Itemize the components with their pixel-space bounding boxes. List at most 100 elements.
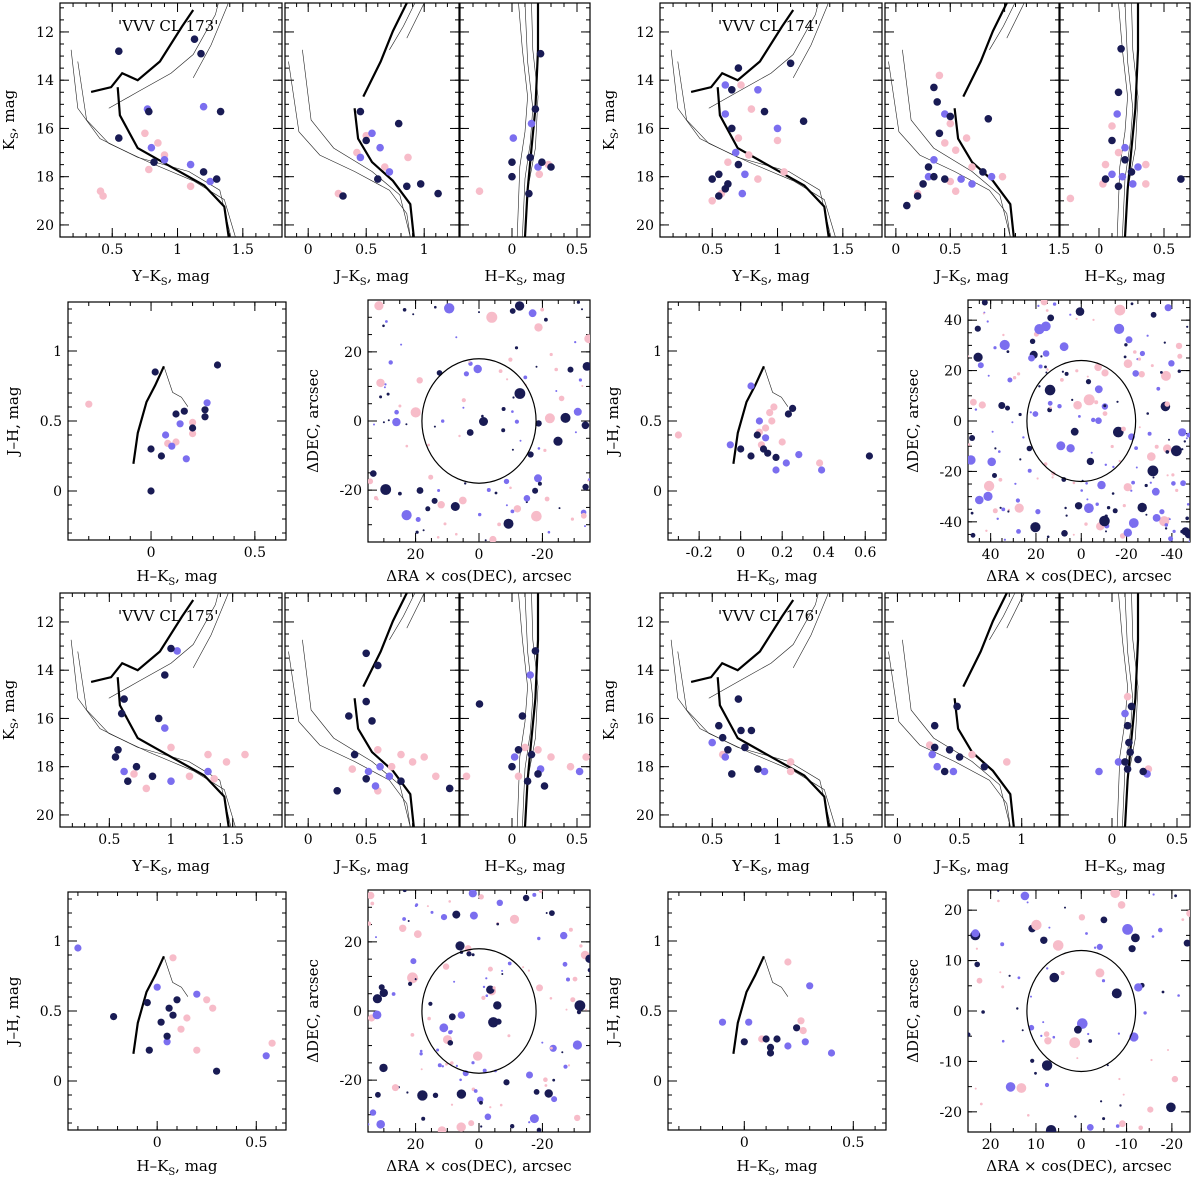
ccd-point-high <box>865 452 874 460</box>
sky-star <box>1171 473 1175 477</box>
sky-star <box>1159 509 1165 515</box>
sky-star <box>576 300 581 304</box>
sky-star <box>549 1044 557 1052</box>
sky-star <box>578 378 583 382</box>
sky-star <box>1047 314 1055 322</box>
isochrone-thin <box>888 61 1011 237</box>
star-point-high <box>715 170 723 179</box>
isochrone-thin <box>288 651 411 827</box>
sky-star <box>1026 445 1033 452</box>
y-tick-label: 18 <box>36 170 54 186</box>
star-point-mid <box>204 767 212 776</box>
star-point-mid <box>738 189 747 198</box>
star-point-low <box>724 158 732 166</box>
ccd-point-mid <box>262 1052 270 1060</box>
sky-star <box>992 473 997 478</box>
sky-star <box>1088 1039 1093 1043</box>
sky-star <box>975 947 979 950</box>
sky-star <box>1147 1106 1154 1113</box>
sky-star <box>1164 304 1172 312</box>
star-point-high <box>718 733 727 742</box>
star-point-high <box>374 661 382 670</box>
star-point-high <box>115 134 123 142</box>
star-point-high <box>940 767 949 776</box>
isochrone-thick <box>523 593 540 827</box>
star-point-low <box>786 767 795 776</box>
ccd-point-high <box>213 361 222 369</box>
sky-star <box>471 1061 475 1065</box>
sky-star <box>1111 492 1115 495</box>
sky-star <box>1118 1077 1121 1081</box>
panel-frame <box>1059 2 1191 238</box>
axis-ticks: 0.5 1 1.5 12 14 16 18 20 <box>36 3 283 258</box>
isochrone-thin <box>108 3 219 109</box>
sky-star <box>1106 506 1111 510</box>
sky-star <box>983 491 993 501</box>
x-tick-label: 0 <box>893 832 902 848</box>
sky-star <box>489 535 497 542</box>
star-point-high <box>197 49 205 58</box>
sky-star <box>1043 1031 1050 1037</box>
sky-star <box>478 512 482 517</box>
star-point-high <box>737 726 745 735</box>
sky-star <box>1103 404 1107 408</box>
sky-star <box>441 1065 444 1068</box>
isochrone-group <box>888 593 1025 827</box>
sky-star <box>386 392 390 396</box>
sky-star <box>1028 354 1035 362</box>
sky-star <box>1017 976 1021 980</box>
x-tick-label: 0.5 <box>98 832 120 848</box>
y-tick-label: -20 <box>939 464 962 480</box>
cmd-x-axis-label: Y–KS, mag <box>131 857 210 878</box>
sky-star <box>455 532 458 536</box>
cmd-x-axis-label: H–KS, mag <box>1085 857 1166 878</box>
sky-star <box>514 388 526 399</box>
sky-star <box>410 1033 415 1037</box>
cmd-x-axis-label: H–KS, mag <box>485 857 566 878</box>
star-point-mid <box>721 110 730 118</box>
star-point-high <box>1121 156 1129 164</box>
star-point-low <box>941 139 949 147</box>
sky-star <box>1094 385 1103 394</box>
sky-star <box>1102 411 1108 416</box>
star-point-low <box>1142 180 1150 188</box>
sky-star <box>970 398 977 406</box>
star-point-high <box>933 98 941 106</box>
axis-ticks: 0.5 1 1.5 12 14 16 18 20 <box>636 593 883 848</box>
ccd-x-axis-label: H–KS, mag <box>737 567 818 588</box>
x-tick-label: -40 <box>1161 547 1184 563</box>
star-point-low <box>1003 758 1011 766</box>
ccd-point-mid <box>755 417 764 425</box>
x-tick-label: 0 <box>153 1135 162 1151</box>
sky-star <box>436 536 440 539</box>
star-point-low <box>210 775 218 783</box>
axis-ticks: 0 0.5 <box>459 593 591 848</box>
sky-star <box>1117 901 1126 909</box>
cluster-title: 'VVV CL 173' <box>118 17 218 35</box>
sky-star <box>547 530 551 534</box>
sky-star <box>1035 509 1041 515</box>
ccd-point-mid <box>153 983 161 991</box>
ccd-point-high <box>147 487 155 495</box>
ccd-point-low <box>203 996 211 1004</box>
isochrone-thin <box>989 593 1016 640</box>
star-point-high <box>531 105 540 113</box>
ccd-point-low <box>189 430 197 438</box>
isochrone-thin <box>670 639 832 827</box>
ccd-point-low <box>768 417 776 425</box>
sky-star <box>582 362 590 371</box>
x-tick-label: 0 <box>1108 832 1117 848</box>
sky-star <box>544 1089 553 1098</box>
y-tick-label: 12 <box>636 615 654 631</box>
sky-star <box>563 1064 568 1069</box>
sky-star <box>1150 311 1157 318</box>
ccd-point-mid <box>772 466 780 474</box>
x-tick-label: 0 <box>508 242 517 258</box>
y-tick-label: 1 <box>653 934 662 950</box>
star-point-low <box>582 753 590 761</box>
sky-star <box>416 377 423 384</box>
sky-star <box>549 910 555 916</box>
sky-star <box>1146 412 1149 415</box>
star-point-mid <box>376 762 384 771</box>
sky-star <box>485 977 488 980</box>
